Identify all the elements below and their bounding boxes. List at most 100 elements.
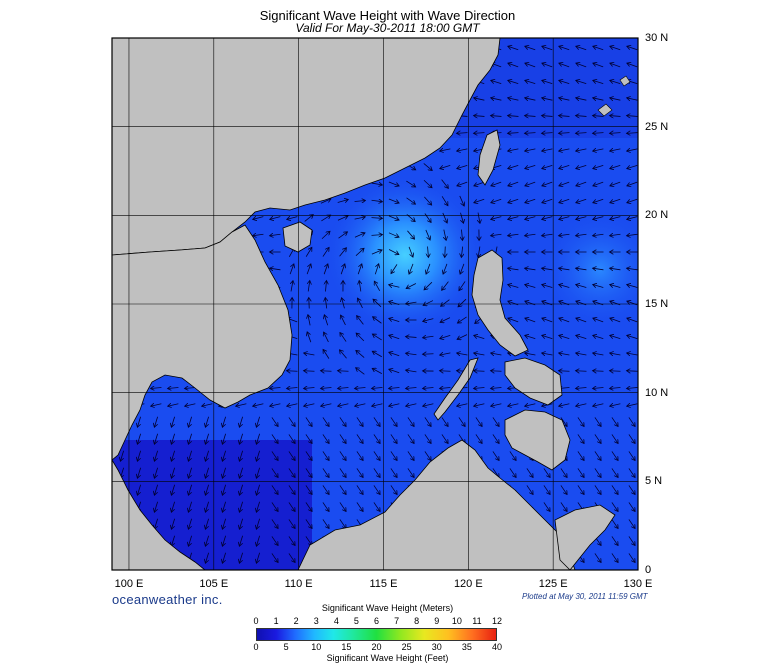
wave-direction-arrow <box>288 519 295 528</box>
wave-direction-arrow <box>304 387 315 388</box>
wave-direction-arrow <box>423 163 432 170</box>
wave-direction-arrow <box>440 387 451 388</box>
wave-direction-arrow <box>577 417 584 426</box>
wave-direction-arrow <box>256 433 261 445</box>
wave-direction-arrow <box>154 416 159 428</box>
wave-direction-arrow <box>491 116 502 117</box>
wave-direction-arrow <box>171 535 176 547</box>
wave-direction-arrow <box>542 98 553 100</box>
wave-direction-arrow <box>222 501 227 513</box>
wave-direction-arrow <box>205 433 210 445</box>
wave-direction-arrow <box>373 468 380 477</box>
wave-direction-arrow <box>610 181 621 186</box>
wave-direction-arrow <box>256 450 261 462</box>
wave-direction-arrow <box>593 285 604 288</box>
wave-direction-arrow <box>423 387 434 388</box>
wave-direction-arrow <box>424 281 433 290</box>
wave-direction-arrow <box>354 233 365 238</box>
colorbar-feet-tick: 25 <box>401 642 412 652</box>
wave-direction-arrow <box>322 502 329 511</box>
wave-direction-arrow <box>559 353 570 355</box>
wave-direction-arrow <box>628 502 635 511</box>
wave-direction-arrow <box>542 234 553 236</box>
wave-direction-arrow <box>271 434 278 443</box>
wave-direction-arrow <box>576 149 587 151</box>
wave-direction-arrow <box>628 536 635 545</box>
wave-direction-arrow <box>171 484 176 496</box>
wave-direction-arrow <box>593 164 604 168</box>
wave-direction-arrow <box>423 336 434 337</box>
wave-direction-arrow <box>373 417 380 426</box>
wave-direction-arrow <box>611 468 618 477</box>
wave-direction-arrow <box>458 298 467 307</box>
wave-direction-arrow <box>371 235 383 236</box>
wave-direction-arrow <box>406 370 417 372</box>
colorbar-feet-tick: 20 <box>371 642 382 652</box>
wave-direction-arrow <box>188 484 193 496</box>
wave-direction-arrow <box>627 353 638 355</box>
colorbar-meters-tick: 1 <box>273 616 279 626</box>
wave-direction-arrow <box>321 215 330 222</box>
wave-direction-arrow <box>474 353 485 355</box>
wave-direction-arrow <box>474 198 485 203</box>
wave-direction-arrow <box>389 404 400 406</box>
plotted-timestamp: Plotted at May 30, 2011 11:59 GMT <box>522 592 648 601</box>
wave-direction-arrow <box>542 164 553 168</box>
wave-direction-arrow <box>390 417 397 426</box>
wave-direction-arrow <box>337 199 349 202</box>
wave-direction-arrow <box>559 164 570 168</box>
wave-direction-arrow <box>154 433 159 445</box>
wave-direction-arrow <box>322 519 329 528</box>
wave-direction-arrow <box>305 247 312 257</box>
land-palawan <box>433 357 479 421</box>
wave-direction-arrow <box>610 98 621 100</box>
wave-direction-arrow <box>491 217 502 220</box>
wave-direction-arrow <box>542 133 553 134</box>
wave-direction-arrow <box>390 468 397 477</box>
wave-direction-arrow <box>560 502 567 511</box>
wave-direction-arrow <box>441 179 449 189</box>
wave-direction-arrow <box>339 451 346 460</box>
wave-direction-arrow <box>322 417 329 426</box>
wave-direction-arrow <box>610 133 621 134</box>
wave-direction-arrow <box>137 484 142 496</box>
wave-direction-arrow <box>355 404 366 406</box>
wave-direction-arrow <box>120 450 125 462</box>
wave-direction-arrow <box>288 485 295 494</box>
longitude-label: 110 E <box>284 578 313 590</box>
wave-direction-arrow <box>440 371 451 372</box>
wave-direction-arrow <box>611 451 618 460</box>
wave-direction-arrow <box>509 451 516 460</box>
wave-direction-arrow <box>508 217 519 220</box>
wave-direction-arrow <box>593 116 604 117</box>
wave-direction-arrow <box>576 181 587 186</box>
colorbar-feet-tick: 15 <box>341 642 352 652</box>
wave-direction-arrow <box>440 317 451 323</box>
wave-direction-arrow <box>576 318 587 323</box>
latitude-label: 25 N <box>645 120 669 133</box>
wave-direction-arrow <box>508 164 519 168</box>
land-hainan <box>282 221 313 253</box>
wave-direction-arrow <box>593 268 604 270</box>
wave-direction-arrow <box>356 434 363 443</box>
wave-direction-arrow <box>559 217 570 220</box>
land-luzon <box>471 249 529 357</box>
wave-direction-arrow <box>171 501 176 513</box>
wave-direction-arrow <box>478 212 480 224</box>
wave-direction-arrow <box>256 501 261 513</box>
wave-direction-arrow <box>304 404 315 406</box>
wave-direction-arrow <box>357 264 362 275</box>
wave-direction-arrow <box>256 535 261 547</box>
wave-direction-arrow <box>542 285 553 288</box>
wave-direction-arrow <box>610 387 621 388</box>
wave-direction-arrow <box>577 485 584 494</box>
wave-direction-arrow <box>373 299 382 308</box>
latitude-label: 15 N <box>645 298 669 310</box>
wave-direction-arrow <box>610 149 621 151</box>
longitude-label: 100 E <box>114 578 144 590</box>
wave-direction-arrow <box>611 536 618 545</box>
wave-direction-arrow <box>288 553 295 562</box>
wave-direction-arrow <box>323 349 330 359</box>
wave-direction-arrow <box>339 434 346 443</box>
wave-direction-arrow <box>137 467 142 479</box>
